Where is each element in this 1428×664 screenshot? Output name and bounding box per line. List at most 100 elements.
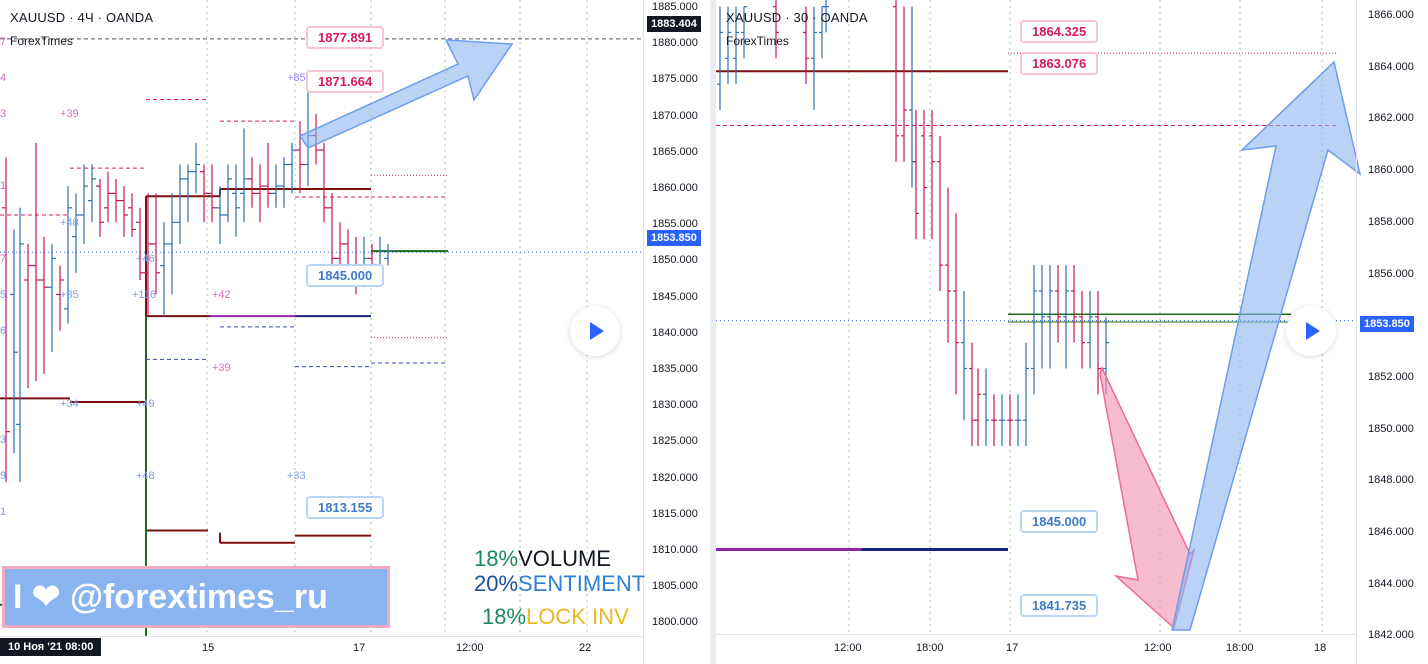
edge-mark: 1 bbox=[0, 180, 7, 192]
price-axis-label: 1830.000 bbox=[652, 399, 698, 412]
price-axis-label: 1862.000 bbox=[1368, 112, 1414, 125]
stat-volume-label: VOLUME bbox=[518, 546, 611, 571]
price-axis-label: 1885.000 bbox=[652, 1, 698, 13]
level-mark: +48 bbox=[60, 217, 79, 229]
price-axis-label: 1855.000 bbox=[652, 218, 698, 231]
stat-sentiment-label: SENTIMENT bbox=[518, 571, 646, 596]
level-mark: +42 bbox=[212, 289, 231, 301]
price-axis-label: 1865.000 bbox=[652, 145, 698, 158]
right-time-label-1200: 12:00 bbox=[834, 642, 862, 654]
left-chart-title: XAUUSD · 4Ч · OANDA bbox=[10, 10, 154, 25]
price-axis-label: 1864.000 bbox=[1368, 60, 1414, 73]
price-axis-label: 1860.000 bbox=[652, 182, 698, 194]
left-time-label-22: 22 bbox=[579, 642, 592, 654]
right-time-label-17: 17 bbox=[1006, 642, 1019, 654]
level-mark: +39 bbox=[212, 362, 231, 374]
price-axis-label: 1870.000 bbox=[652, 109, 698, 122]
price-axis-label: 1850.000 bbox=[1368, 422, 1414, 435]
level-mark: +48 bbox=[136, 470, 155, 482]
price-axis-label: 1840.000 bbox=[652, 326, 698, 339]
edge-mark: 7 bbox=[0, 36, 7, 48]
price-axis-label: 1850.000 bbox=[652, 254, 698, 267]
price-axis-label: 1835.000 bbox=[652, 363, 698, 375]
left-top-price-label: 1883.404 bbox=[647, 16, 701, 32]
left-date-label: 10 Ноя '21 08:00 bbox=[0, 638, 102, 656]
left-callout-1845[interactable]: 1845.000 bbox=[306, 264, 385, 287]
left-current-price-label: 1853.850 bbox=[647, 230, 701, 246]
right-chart-pane[interactable]: XAUUSD · 30 · OANDA ForexTimes 1866.000 1… bbox=[716, 0, 1428, 664]
level-mark: +39 bbox=[60, 108, 79, 120]
stat-sentiment: 20%SENTIMENT bbox=[474, 571, 645, 597]
level-mark: +49 bbox=[136, 398, 155, 410]
right-time-label-1200b: 12:00 bbox=[1144, 642, 1172, 654]
price-axis-label: 1825.000 bbox=[652, 435, 698, 448]
right-current-price-label: 1853.850 bbox=[1360, 316, 1414, 332]
level-mark: +35 bbox=[60, 289, 79, 301]
left-callout-1871[interactable]: 1871.664 bbox=[306, 70, 385, 93]
edge-mark: 1 bbox=[0, 506, 7, 518]
price-axis-label: 1860.000 bbox=[1368, 164, 1414, 177]
left-time-label-15: 15 bbox=[202, 642, 215, 654]
right-callout-1864[interactable]: 1864.325 bbox=[1020, 20, 1099, 43]
right-time-label-18: 18 bbox=[1314, 642, 1327, 654]
level-mark: +33 bbox=[287, 470, 306, 482]
left-price-axis[interactable] bbox=[643, 0, 644, 664]
price-axis-label: 1875.000 bbox=[652, 73, 698, 86]
left-chart-subtitle: ForexTimes bbox=[10, 34, 73, 48]
price-axis-label: 1858.000 bbox=[1368, 215, 1414, 228]
level-mark: +46 bbox=[136, 253, 155, 265]
promo-banner: I ❤ @forextimes_ru bbox=[2, 566, 390, 628]
price-axis-label: 1846.000 bbox=[1368, 526, 1414, 538]
edge-mark: 4 bbox=[0, 72, 7, 84]
price-axis-label: 1800.000 bbox=[652, 616, 698, 629]
right-chart-subtitle: ForexTimes bbox=[726, 34, 789, 48]
price-axis-label: 1810.000 bbox=[652, 544, 698, 556]
right-callout-1863[interactable]: 1863.076 bbox=[1020, 52, 1099, 75]
left-time-axis-line bbox=[0, 636, 643, 637]
level-mark: +85 bbox=[287, 72, 306, 84]
stat-sentiment-percent: 20% bbox=[474, 571, 519, 596]
edge-mark: 9 bbox=[0, 470, 7, 482]
left-chart-canvas[interactable] bbox=[0, 0, 710, 664]
price-axis-label: 1845.000 bbox=[652, 290, 698, 303]
price-axis-label: 1815.000 bbox=[652, 507, 698, 520]
stat-volume: 18%VOLUME bbox=[474, 546, 611, 572]
trend-arrow-up bbox=[298, 39, 514, 149]
pane-divider[interactable] bbox=[710, 0, 716, 664]
right-price-axis[interactable] bbox=[1356, 0, 1357, 664]
edge-mark: 3 bbox=[0, 108, 7, 120]
left-time-label-1200: 12:00 bbox=[456, 642, 484, 654]
left-time-label-17: 17 bbox=[353, 642, 366, 654]
price-axis-label: 1844.000 bbox=[1368, 577, 1414, 590]
price-axis-label: 1820.000 bbox=[652, 471, 698, 484]
left-callout-1877[interactable]: 1877.891 bbox=[306, 26, 385, 49]
price-axis-label: 1866.000 bbox=[1368, 9, 1414, 21]
right-callout-1841[interactable]: 1841.735 bbox=[1020, 594, 1099, 617]
right-time-label-1800: 18:00 bbox=[916, 642, 944, 654]
edge-mark: 7 bbox=[0, 253, 7, 265]
stat-lock-inv: 18%LOCK INV bbox=[482, 604, 629, 630]
right-time-label-1800b: 18:00 bbox=[1226, 642, 1254, 654]
stat-volume-percent: 18% bbox=[474, 546, 519, 571]
price-axis-label: 1856.000 bbox=[1368, 267, 1414, 280]
price-axis-label: 1880.000 bbox=[652, 37, 698, 50]
level-mark: +116 bbox=[132, 289, 156, 301]
edge-mark: 6 bbox=[0, 325, 7, 337]
edge-mark: 5 bbox=[0, 289, 7, 301]
right-chart-title: XAUUSD · 30 · OANDA bbox=[726, 10, 868, 25]
level-mark: +34 bbox=[60, 398, 79, 410]
play-icon[interactable] bbox=[1286, 306, 1336, 356]
stat-lock-inv-label: LOCK INV bbox=[526, 604, 629, 629]
price-axis-label: 1848.000 bbox=[1368, 474, 1414, 487]
play-icon[interactable] bbox=[570, 306, 620, 356]
trend-arrow-up bbox=[1171, 60, 1362, 631]
edge-mark: 3 bbox=[0, 434, 7, 446]
trend-arrow-down bbox=[1099, 365, 1196, 630]
right-time-axis-line bbox=[716, 634, 1356, 635]
price-axis-label: 1842.000 bbox=[1368, 629, 1414, 642]
left-callout-1813[interactable]: 1813.155 bbox=[306, 496, 385, 519]
stat-lock-inv-percent: 18% bbox=[482, 604, 527, 629]
left-chart-pane[interactable]: XAUUSD · 4Ч · OANDA ForexTimes 1885.000 1… bbox=[0, 0, 710, 664]
price-axis-label: 1852.000 bbox=[1368, 370, 1414, 383]
right-callout-1845[interactable]: 1845.000 bbox=[1020, 510, 1099, 533]
